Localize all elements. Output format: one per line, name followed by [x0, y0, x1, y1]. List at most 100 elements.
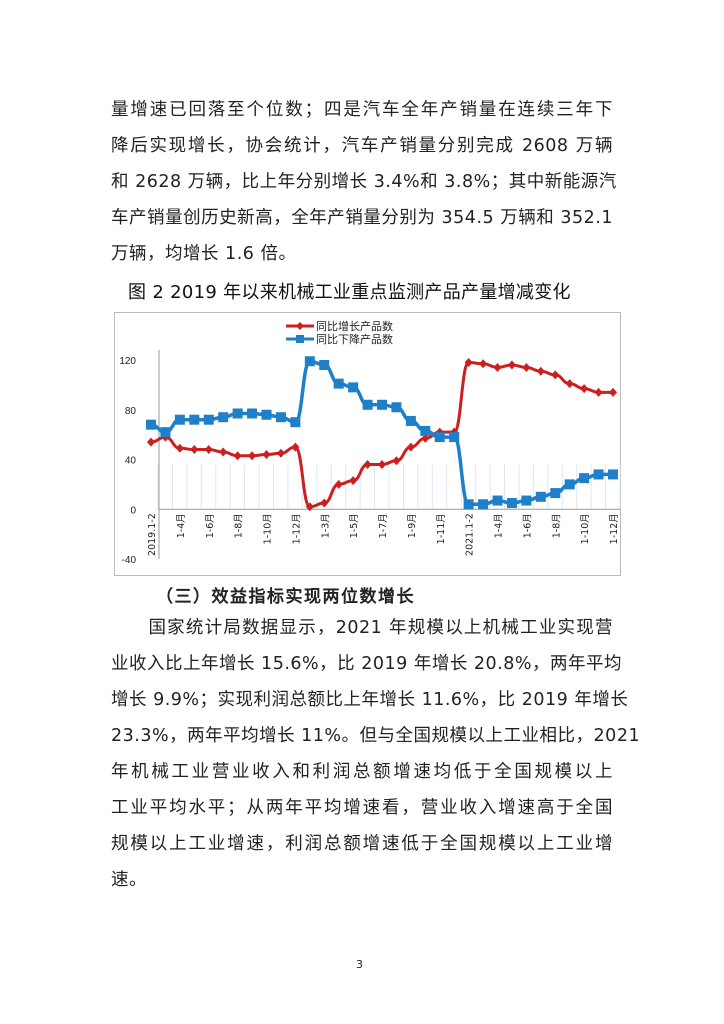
data-point: [275, 412, 286, 423]
data-point: [405, 415, 416, 426]
x-tick-label: 1-4月: [494, 513, 505, 538]
data-point: [146, 419, 156, 430]
text-line: 年机械工业营业收入和利润总额增速均低于全国规模以上: [111, 762, 613, 782]
x-tick-label: 1-5月: [349, 513, 360, 538]
x-tick-label: 2021.1-2: [465, 513, 476, 556]
data-point: [190, 445, 199, 455]
x-tick-label: 1-11月: [436, 513, 447, 544]
data-point: [580, 384, 589, 394]
data-point: [406, 442, 415, 452]
data-point: [334, 479, 343, 489]
data-point: [536, 366, 545, 376]
data-point: [320, 498, 329, 508]
text-line: 规模以上工业增速，利润总额增速低于全国规模以上工业增: [111, 834, 613, 854]
data-point: [579, 473, 590, 484]
data-point: [565, 379, 574, 389]
data-point: [362, 399, 373, 410]
data-point: [333, 378, 344, 389]
x-tick-label: 1-7月: [378, 513, 389, 538]
data-point: [377, 399, 387, 410]
data-point: [420, 425, 431, 436]
x-tick-label: 1-3月: [320, 513, 331, 538]
data-point: [609, 387, 617, 397]
text-line: 国家统计局数据显示，2021 年规模以上机械工业实现营: [111, 618, 613, 638]
section-heading: （三）效益指标实现两位数增长: [156, 587, 415, 607]
x-tick-label: 2019.1-2: [147, 513, 158, 556]
text-line: 工业平均水平；从两年平均增速看，营业收入增速高于全国: [111, 798, 613, 818]
data-point: [507, 360, 516, 370]
figure-caption: 图 2 2019 年以来机械工业重点监测产品产量增减变化: [128, 282, 571, 303]
text-line: 降后实现增长，协会统计，汽车产销量分别完成 2608 万辆: [111, 136, 613, 156]
data-point: [593, 469, 604, 480]
data-point: [147, 437, 155, 447]
data-point: [248, 451, 257, 461]
legend-label: 同比下降产品数: [316, 332, 393, 346]
text-line: 业收入比上年增长 15.6%，比 2019 年增长 20.8%，两年平均: [111, 654, 622, 674]
chart-frame: [114, 312, 621, 576]
data-point: [232, 408, 243, 419]
data-point: [189, 414, 200, 425]
data-point: [421, 433, 430, 443]
data-point: [175, 443, 184, 453]
data-point: [551, 370, 560, 380]
text-line: 和 2628 万辆，比上年分别增长 3.4%和 3.8%；其中新能源汽: [111, 172, 617, 192]
data-point: [291, 442, 300, 452]
series-increase: [147, 357, 617, 512]
data-point: [363, 459, 372, 469]
data-point: [392, 456, 401, 466]
data-point: [594, 387, 603, 397]
data-point: [261, 409, 272, 420]
text-line: 增长 9.9%；实现利润总额比上年增长 11.6%，比 2019 年增长: [111, 690, 629, 710]
y-tick-label: 120: [119, 356, 136, 367]
x-tick-label: 1-10月: [580, 513, 591, 544]
data-point: [434, 432, 445, 443]
data-point: [506, 498, 517, 509]
x-tick-label: 1-10月: [263, 513, 274, 544]
data-point: [276, 448, 285, 458]
data-point: [608, 469, 618, 480]
data-point: [535, 491, 546, 502]
data-point: [174, 414, 185, 425]
x-tick-label: 1-6月: [522, 513, 533, 538]
text-line: 万辆，均增长 1.6 倍。: [111, 244, 297, 264]
legend-item: 同比增长产品数: [286, 319, 393, 333]
legend-label: 同比增长产品数: [316, 319, 393, 333]
x-tick-label: 1-4月: [176, 513, 187, 538]
data-point: [564, 479, 575, 490]
data-point: [463, 499, 474, 510]
y-tick-label: 0: [130, 505, 136, 516]
data-point: [479, 359, 488, 369]
data-point: [550, 488, 561, 499]
data-point: [233, 451, 242, 461]
page-number: 3: [356, 958, 363, 971]
data-point: [204, 445, 213, 455]
data-point: [378, 459, 386, 469]
data-point: [464, 357, 473, 367]
y-tick-label: 40: [125, 456, 137, 467]
data-point: [305, 502, 314, 512]
data-point: [218, 412, 229, 423]
y-tick-label: -40: [122, 555, 137, 566]
text-line: 车产销量创历史新高，全年产销量分别为 354.5 万辆和 352.1: [111, 208, 613, 228]
data-point: [203, 414, 214, 425]
data-point: [493, 362, 502, 372]
x-tick-label: 1-12月: [609, 513, 620, 544]
data-point: [304, 356, 315, 367]
text-line: 速。: [111, 870, 147, 890]
data-point: [521, 495, 532, 506]
series-decrease: [146, 356, 618, 510]
x-tick-label: 1-8月: [551, 513, 562, 538]
x-tick-label: 1-6月: [205, 513, 216, 538]
data-point: [449, 432, 460, 443]
data-point: [492, 495, 503, 506]
line-chart: -40 0 40 80 120 2019.1-2 1-4月 1-6月 1-8月 1-10月 1-12…: [114, 312, 621, 576]
data-point: [319, 359, 330, 370]
data-point: [348, 382, 359, 393]
data-point: [391, 402, 402, 413]
data-point: [219, 447, 228, 457]
text-line: 量增速已回落至个位数；四是汽车全年产销量在连续三年下: [111, 100, 613, 120]
legend-marker-square-icon: [296, 335, 304, 343]
data-point: [522, 362, 531, 372]
data-point: [247, 408, 258, 419]
x-tick-label: 1-9月: [407, 513, 418, 538]
